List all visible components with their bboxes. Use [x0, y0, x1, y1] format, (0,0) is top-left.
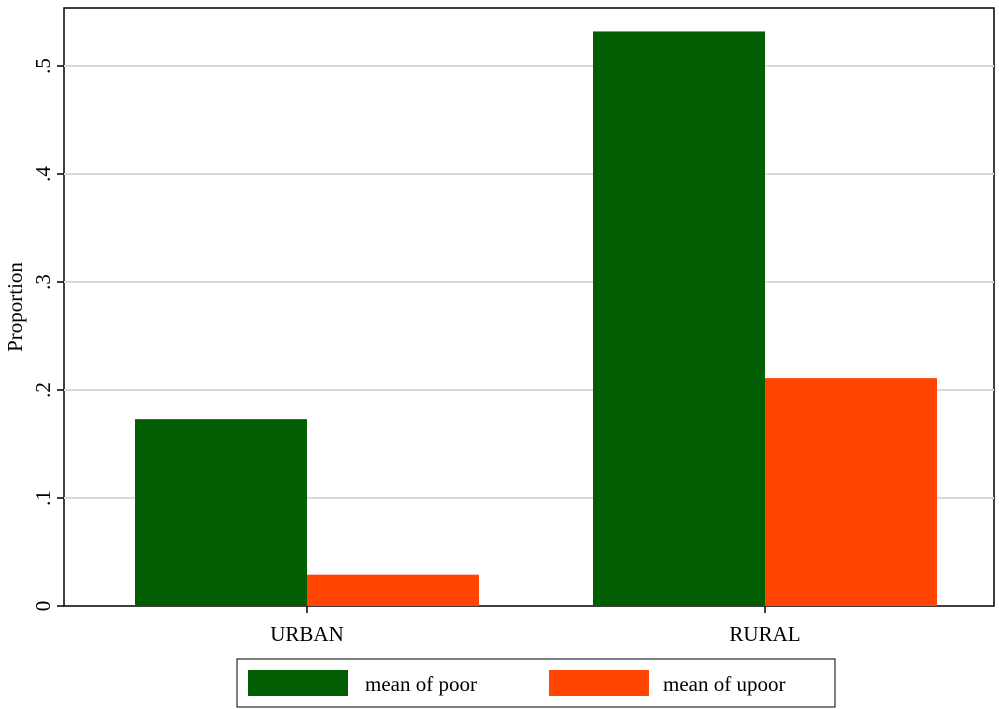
bar-mean-of-upoor-rural [765, 378, 937, 606]
x-category-label: RURAL [729, 622, 800, 646]
y-tick-label: .1 [31, 490, 55, 506]
legend-label: mean of poor [365, 672, 477, 696]
y-axis-ticks: 0 .1 .2 .3 .4 .5 [31, 58, 64, 611]
x-axis-labels: URBAN RURAL [270, 606, 801, 646]
y-tick-label: .3 [31, 274, 55, 290]
y-tick-label: .4 [31, 166, 55, 182]
y-tick-label: .5 [31, 58, 55, 74]
y-axis-label: Proportion [3, 262, 27, 352]
bar-mean-of-poor-urban [135, 419, 307, 606]
bars [135, 31, 937, 606]
y-tick-label: 0 [31, 601, 55, 612]
legend-label: mean of upoor [663, 672, 785, 696]
x-category-label: URBAN [270, 622, 344, 646]
bar-mean-of-poor-rural [593, 31, 765, 606]
legend-swatch [549, 670, 649, 696]
legend: mean of poor mean of upoor [248, 670, 785, 696]
legend-swatch [248, 670, 348, 696]
y-tick-label: .2 [31, 382, 55, 398]
bar-mean-of-upoor-urban [307, 574, 479, 606]
